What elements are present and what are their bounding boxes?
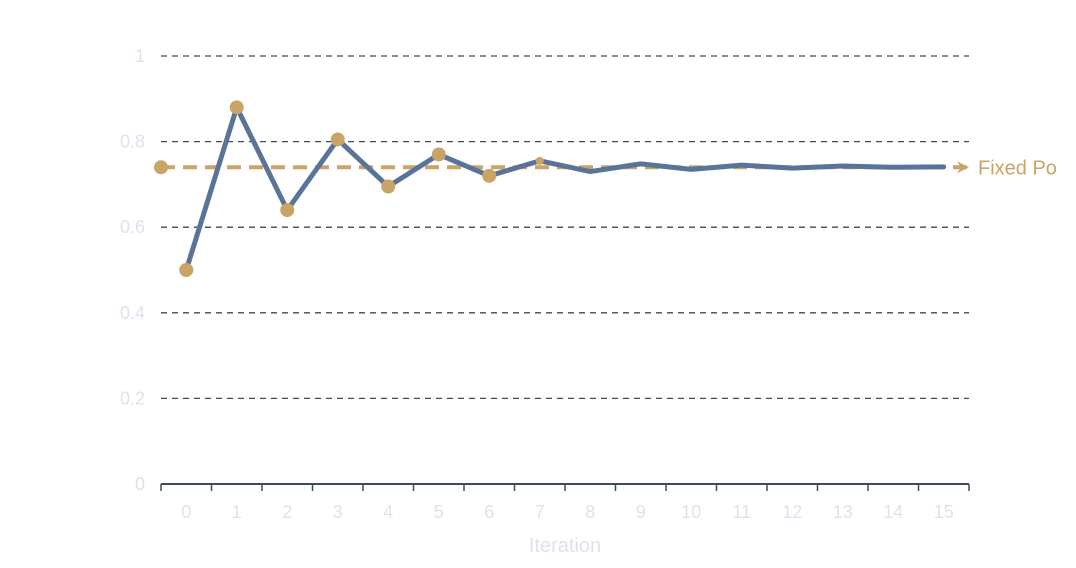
y-tick-label: 0.6 [120,217,145,237]
data-point [431,147,446,162]
gridlines [161,55,969,400]
x-tick-label: 10 [681,502,701,522]
data-point [179,263,194,277]
x-tick-label: 15 [934,502,954,522]
axes: 00.20.40.60.810 1 2 3 4 5 6 7 8 9 10 11 12 13 14 15 [120,46,970,522]
data-point [229,100,244,115]
series-group [179,100,947,277]
x-tick-label: 14 [883,502,903,522]
x-tick-label: 8 [585,502,595,522]
x-tick-label: 5 [434,502,444,522]
data-point [482,168,497,183]
x-axis-title: Iteration [529,535,601,557]
y-tick-label: 0.4 [120,303,145,323]
x-tick-label: 13 [833,502,853,522]
x-tick-label: 2 [282,502,292,522]
x-tick-label: 9 [636,502,646,522]
x-tick-label: 1 [232,502,242,522]
data-point [535,156,544,165]
reference-line-label: Fixed Po [978,157,1057,179]
x-tick-label: 6 [484,502,494,522]
reference-line-start-point [154,160,168,175]
series-line [183,104,947,273]
x-tick-label: 4 [383,502,393,522]
y-tick-label: 1 [135,46,145,66]
x-tick-label: 0 [181,502,191,522]
data-point [280,203,295,218]
x-tick-label: 3 [333,502,343,522]
x-tick-label: 12 [782,502,802,522]
y-tick-label: 0.2 [120,388,145,408]
x-tick-label: 7 [535,502,545,522]
y-tick-label: 0 [135,474,145,494]
y-tick-label: 0.8 [120,132,145,152]
data-point [381,179,396,194]
x-tick-label: 11 [732,502,751,522]
data-point [330,132,345,147]
